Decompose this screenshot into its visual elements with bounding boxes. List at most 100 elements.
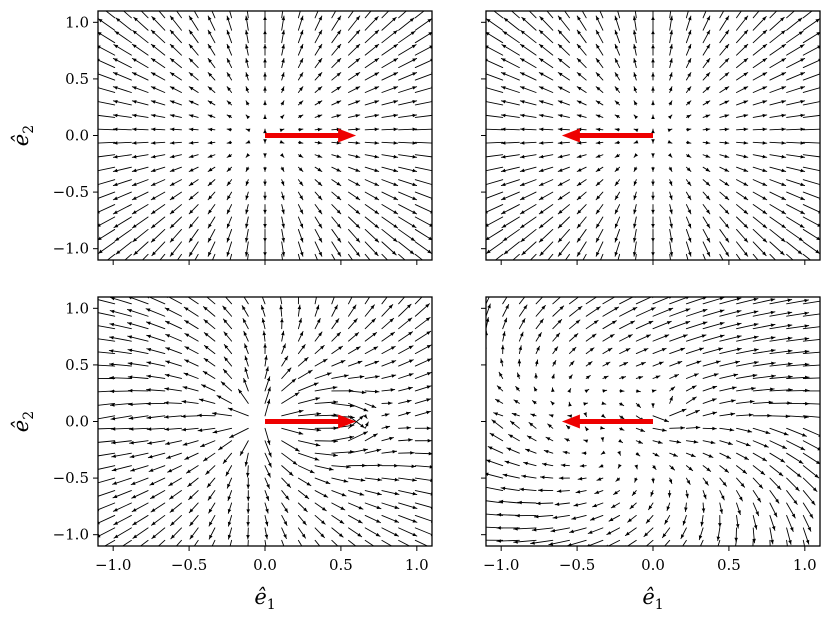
- quiver-arrow: [348, 114, 361, 118]
- quiver-arrow: [364, 29, 380, 44]
- quiver-arrow: [154, 0, 165, 5]
- quiver-arrow: [576, 191, 587, 201]
- quiver-arrow: [819, 465, 820, 467]
- quiver-arrow: [131, 154, 149, 159]
- quiver-arrow: [669, 321, 691, 330]
- quiver-arrow: [571, 514, 587, 520]
- quiver-arrow: [223, 297, 233, 305]
- quiver-arrow: [819, 29, 820, 31]
- quiver-arrow: [802, 351, 820, 355]
- highlight-arrow: [265, 128, 357, 143]
- quiver-arrow: [128, 283, 148, 291]
- quiver-arrow: [381, 154, 399, 159]
- quiver-arrow: [281, 477, 292, 488]
- quiver-arrow: [150, 179, 166, 187]
- quiver-arrow: [552, 319, 563, 330]
- quiver-arrow: [281, 527, 287, 539]
- quiver-arrow: [207, 114, 216, 118]
- quiver-arrow: [602, 297, 619, 305]
- quiver-arrow: [381, 514, 400, 523]
- quiver-arrow: [264, 366, 269, 379]
- quiver-arrow: [150, 127, 166, 132]
- quiver-arrow: [519, 113, 537, 118]
- quiver-arrow: [752, 310, 776, 317]
- quiver-arrow: [381, 141, 399, 145]
- quiver-arrow: [685, 57, 692, 69]
- quiver-arrow: [550, 527, 570, 533]
- quiver-arrow: [635, 452, 641, 457]
- quiver-arrow: [600, 426, 605, 430]
- quiver-arrow: [820, 287, 830, 292]
- quiver-arrow: [635, 307, 656, 317]
- quiver-arrow: [245, 72, 249, 81]
- quiver-arrow: [348, 57, 361, 69]
- quiver-arrow: [567, 414, 573, 418]
- quiver-arrow: [682, 539, 687, 546]
- y-tick-label: 0.0: [65, 127, 89, 145]
- quiver-arrow: [398, 179, 418, 187]
- quiver-arrow: [398, 17, 415, 31]
- quiver-arrow: [635, 297, 654, 305]
- quiver-arrow: [752, 43, 768, 56]
- quiver-arrow: [519, 127, 537, 132]
- quiver-arrow: [245, 86, 250, 93]
- quiver-arrow: [348, 318, 358, 330]
- quiver-arrow: [381, 502, 400, 509]
- x-tick-label: 1.0: [405, 556, 429, 574]
- quiver-arrow: [264, 11, 266, 19]
- quiver-arrow: [348, 228, 361, 243]
- quiver-arrow: [364, 527, 381, 537]
- quiver-arrow: [399, 277, 410, 291]
- quiver-arrow: [136, 0, 149, 5]
- quiver-arrow: [246, 490, 251, 502]
- quiver-arrow: [131, 179, 149, 187]
- quiver-arrow: [583, 412, 587, 418]
- quiver-arrow: [496, 539, 520, 543]
- quiver-arrow: [530, 413, 537, 418]
- quiver-arrow: [188, 166, 199, 172]
- quiver-arrow: [150, 86, 166, 93]
- quiver-arrow: [146, 334, 166, 342]
- quiver-arrow: [539, 475, 554, 480]
- quiver-arrow: [619, 376, 627, 380]
- quiver-arrow: [297, 253, 301, 260]
- quiver-arrow: [602, 306, 620, 317]
- quiver-arrow: [431, 92, 432, 93]
- quiver-arrow: [819, 129, 820, 131]
- quiver-arrow: [702, 490, 707, 500]
- quiver-arrow: [702, 440, 716, 445]
- quiver-arrow: [264, 427, 271, 446]
- quiver-arrow: [193, 11, 199, 19]
- quiver-arrow: [500, 86, 520, 93]
- quiver-arrow: [98, 390, 99, 392]
- quiver-arrow: [205, 465, 216, 475]
- quiver-arrow: [576, 241, 587, 257]
- quiver-arrow: [382, 0, 395, 5]
- quiver-arrow: [719, 347, 742, 355]
- quiver-arrow: [736, 413, 754, 417]
- quiver-arrow: [398, 154, 418, 159]
- quiver-arrow: [222, 305, 233, 317]
- quiver-arrow: [226, 100, 233, 106]
- quiver-arrow: [702, 140, 711, 145]
- quiver-arrow: [431, 539, 432, 541]
- quiver-arrow: [348, 304, 357, 317]
- quiver-arrow: [281, 216, 285, 229]
- quiver-arrow: [130, 465, 149, 472]
- quiver-arrow: [264, 527, 269, 540]
- quiver-arrow: [534, 359, 539, 367]
- quiver-arrow: [819, 104, 820, 106]
- quiver-arrow: [222, 318, 233, 330]
- quiver-arrow: [802, 465, 820, 479]
- quiver-arrow: [431, 116, 432, 118]
- quiver-arrow: [573, 502, 587, 507]
- quiver-arrow: [132, 527, 149, 539]
- quiver-arrow: [112, 477, 132, 485]
- quiver-arrow: [752, 29, 768, 44]
- quiver-arrow: [398, 345, 414, 355]
- quiver-arrow: [188, 86, 199, 93]
- quiver-arrow: [264, 440, 272, 458]
- quiver-arrow: [493, 11, 504, 19]
- quiver-arrow: [769, 100, 787, 106]
- quiver-arrow: [819, 365, 820, 367]
